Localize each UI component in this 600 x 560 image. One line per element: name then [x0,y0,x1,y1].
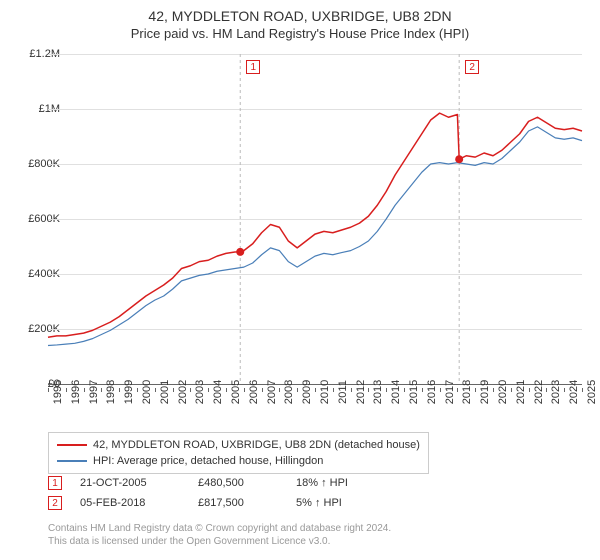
transaction-hpi: 18% ↑ HPI [296,477,386,489]
x-axis-tick-label: 2001 [159,380,171,404]
x-axis-tick-label: 2010 [319,380,331,404]
chart-title: 42, MYDDLETON ROAD, UXBRIDGE, UB8 2DN [0,8,600,24]
transaction-marker-icon: 1 [48,476,62,490]
x-axis-tick-label: 2004 [212,380,224,404]
legend: 42, MYDDLETON ROAD, UXBRIDGE, UB8 2DN (d… [48,432,429,474]
transaction-marker-icon: 2 [48,496,62,510]
legend-item: 42, MYDDLETON ROAD, UXBRIDGE, UB8 2DN (d… [57,437,420,453]
x-axis-tick-label: 1995 [52,380,64,404]
x-axis-tick-label: 2008 [283,380,295,404]
chart-subtitle: Price paid vs. HM Land Registry's House … [0,26,600,41]
transaction-date: 21-OCT-2005 [80,477,180,489]
legend-swatch [57,460,87,462]
transaction-price: £817,500 [198,497,278,509]
chart-marker-1: 1 [246,60,260,74]
transaction-row: 1 21-OCT-2005 £480,500 18% ↑ HPI [48,476,386,490]
x-axis-tick-label: 2009 [301,380,313,404]
legend-item: HPI: Average price, detached house, Hill… [57,453,420,469]
transaction-date: 05-FEB-2018 [80,497,180,509]
x-axis-tick-label: 2016 [426,380,438,404]
x-axis-tick-label: 1998 [105,380,117,404]
x-axis-tick-label: 2013 [372,380,384,404]
x-axis-tick-label: 1996 [70,380,82,404]
x-axis-tick-label: 2007 [266,380,278,404]
x-axis-tick-label: 2019 [479,380,491,404]
x-axis-tick-label: 2015 [408,380,420,404]
x-axis-tick-label: 2018 [461,380,473,404]
chart-marker-2: 2 [465,60,479,74]
x-axis-tick-label: 2020 [497,380,509,404]
chart-svg [48,54,582,384]
transaction-price: £480,500 [198,477,278,489]
x-axis-tick-label: 1999 [123,380,135,404]
footer-line-2: This data is licensed under the Open Gov… [48,535,391,548]
x-axis-tick-label: 2021 [515,380,527,404]
x-axis-tick-label: 2000 [141,380,153,404]
x-axis-tick-label: 2006 [248,380,260,404]
x-axis-tick-label: 2012 [355,380,367,404]
footer-attribution: Contains HM Land Registry data © Crown c… [48,522,391,548]
x-axis-tick-label: 2003 [194,380,206,404]
footer-line-1: Contains HM Land Registry data © Crown c… [48,522,391,535]
x-axis-tick-label: 2022 [533,380,545,404]
legend-label: 42, MYDDLETON ROAD, UXBRIDGE, UB8 2DN (d… [93,437,420,453]
x-axis-tick-label: 2005 [230,380,242,404]
x-axis-tick-label: 2017 [444,380,456,404]
transaction-row: 2 05-FEB-2018 £817,500 5% ↑ HPI [48,496,386,510]
chart-plot-area: 12 [48,54,582,385]
x-axis-tick-label: 2025 [586,380,598,404]
x-axis-labels: 1995199619971998199920002001200220032004… [48,388,582,428]
x-axis-tick-label: 1997 [88,380,100,404]
x-axis-tick-label: 2002 [177,380,189,404]
legend-label: HPI: Average price, detached house, Hill… [93,453,323,469]
transaction-hpi: 5% ↑ HPI [296,497,386,509]
x-axis-tick-label: 2024 [568,380,580,404]
x-axis-tick-label: 2023 [550,380,562,404]
legend-swatch [57,444,87,446]
chart-container: 42, MYDDLETON ROAD, UXBRIDGE, UB8 2DN Pr… [0,0,600,560]
x-axis-tick-label: 2011 [337,380,349,404]
x-axis-tick-label: 2014 [390,380,402,404]
transactions-table: 1 21-OCT-2005 £480,500 18% ↑ HPI 2 05-FEB-201… [48,476,386,516]
title-block: 42, MYDDLETON ROAD, UXBRIDGE, UB8 2DN Pr… [0,0,600,41]
